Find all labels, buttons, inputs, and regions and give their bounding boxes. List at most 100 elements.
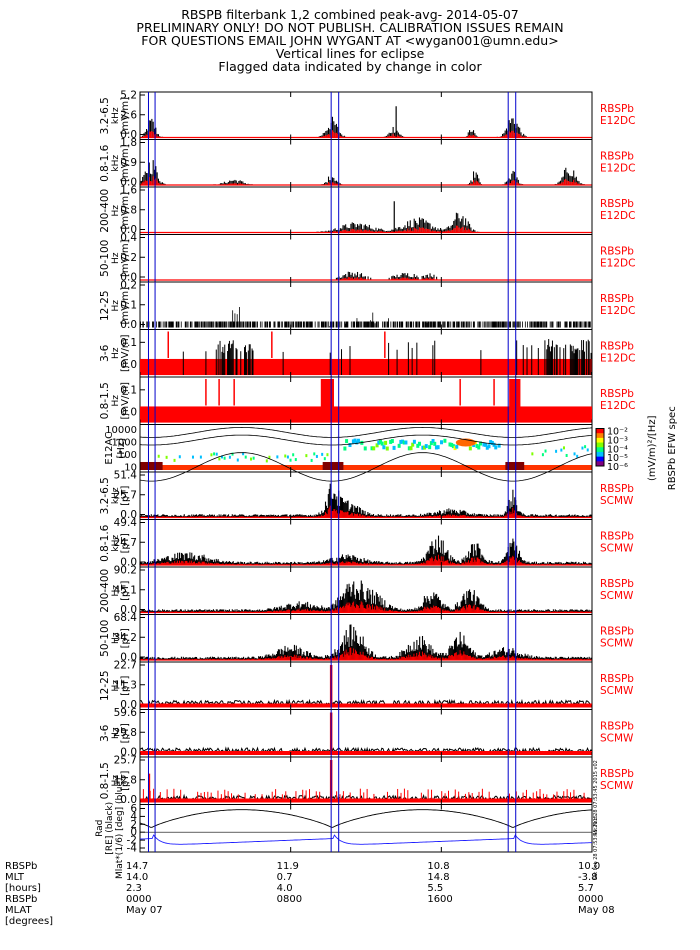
y-axis-qty: [mV/m] xyxy=(120,382,131,420)
spec-pixel xyxy=(236,458,239,462)
y-axis-band: 3-6 xyxy=(99,344,111,361)
spec-pixel xyxy=(429,441,433,446)
spec-pixel xyxy=(284,454,287,458)
y-axis-unit: kHz xyxy=(111,155,121,172)
spec-pixel xyxy=(581,446,584,450)
plot-header: RBSPB filterbank 1,2 combined peak-avg- … xyxy=(0,8,700,73)
colorbar-frame xyxy=(595,428,605,467)
y-axis-unit: Hz xyxy=(111,585,121,597)
colorbar-swatch xyxy=(596,451,604,458)
panel-label-probe: RBSPb xyxy=(600,625,634,637)
y-tick-label: 0.0 xyxy=(120,359,137,371)
panel-label-sensor: E12DC xyxy=(600,210,635,222)
colorbar-tick: 10⁻³ xyxy=(607,435,628,446)
y-tick-label: 45.1 xyxy=(114,584,137,596)
spec-pixel xyxy=(321,452,324,456)
y-axis-qty: [mV/m] xyxy=(120,334,131,372)
panel-label-sensor: E12DC xyxy=(600,352,635,364)
spec-pixel xyxy=(479,441,482,446)
y-axis-unit: Hz xyxy=(111,252,121,264)
spec-pixel xyxy=(165,455,168,459)
y-tick-label: 25.7 xyxy=(114,489,137,501)
colorbar-tick: 10⁻⁵ xyxy=(607,453,628,464)
y-tick-label: 0.1 xyxy=(120,337,137,349)
y-tick-label: 90.2 xyxy=(114,565,137,577)
y-axis-qty: [mV/m] xyxy=(120,287,131,325)
y-tick-label: 68.4 xyxy=(114,612,138,624)
y-axis-unit: Hz xyxy=(111,347,121,359)
spec-pixel xyxy=(390,438,394,443)
y-axis-unit: kHz xyxy=(111,107,121,124)
panel-label-probe: RBSPb xyxy=(600,530,634,542)
spec-pixel xyxy=(228,455,231,459)
spec-pixel xyxy=(531,452,534,456)
y-tick-label: 1.6 xyxy=(120,185,137,197)
spec-eclipse-band xyxy=(140,462,163,470)
spec-pixel xyxy=(402,440,406,445)
y-tick-label: 0.0 xyxy=(120,272,137,284)
spec-pixel xyxy=(294,458,297,462)
colorbar-swatch xyxy=(596,442,604,448)
spec-pixel xyxy=(384,440,388,445)
panel-label-sensor: SCMW xyxy=(600,637,634,649)
panel-label-probe: RBSPb xyxy=(600,150,634,162)
y-axis-band: 200-400 xyxy=(99,569,111,613)
spec-pixel xyxy=(213,452,216,456)
panel-frame xyxy=(139,234,593,283)
spec-pixel xyxy=(242,452,245,456)
spec-pixel xyxy=(586,448,589,452)
panel-label-sensor: E12DC xyxy=(600,400,635,412)
y-axis-unit: Hz xyxy=(111,395,121,407)
y-tick-label: 0.2 xyxy=(120,252,137,264)
y-tick-label: 100 xyxy=(118,450,137,461)
spec-pixel xyxy=(431,439,435,444)
panel-label-probe: RBSPb xyxy=(600,388,634,400)
spec-pixel xyxy=(436,445,440,450)
colorbar-tick: 10⁻² xyxy=(607,427,628,438)
y-axis-qty: [mV/m] xyxy=(120,97,131,135)
spec-pixel xyxy=(407,446,411,451)
y-tick-label: 0.9 xyxy=(120,157,137,169)
y-tick-label: 0.0 xyxy=(120,129,137,141)
spec-pixel xyxy=(375,443,379,448)
header-title: RBSPB filterbank 1,2 combined peak-avg- … xyxy=(181,7,519,22)
spec-pixel xyxy=(565,453,568,457)
spec-pixel xyxy=(468,446,472,451)
spec-pixel xyxy=(560,448,563,452)
spec-pixel xyxy=(448,442,452,447)
spec-pixel xyxy=(497,443,501,448)
spec-pixel xyxy=(443,438,447,443)
y-axis-unit: Hz xyxy=(111,300,121,312)
y-axis-qty: [pT] xyxy=(120,628,131,648)
spec-pixel xyxy=(343,446,347,451)
panel-frame xyxy=(139,91,593,140)
spec-pixel xyxy=(482,442,486,447)
y-tick-label: 10000 xyxy=(105,425,137,436)
y-axis-band: 50-100 xyxy=(99,620,111,657)
y-axis-qty: [mV/m] xyxy=(120,192,131,230)
y-axis-label: 0.8-1.5 Hz [mV/m] xyxy=(99,382,131,420)
y-axis-band: 0.8-1.5 xyxy=(99,382,111,419)
spec-pixel xyxy=(392,445,396,450)
y-axis-qty: [mV/m] xyxy=(120,144,131,182)
spec-pixel xyxy=(416,443,420,448)
y-axis-label: 200-400 Hz [pT] xyxy=(99,569,131,613)
panel-label-probe: RBSPb xyxy=(600,483,634,495)
colorbar-title: RBSPb EFW spec xyxy=(667,406,678,490)
colorbar-swatch xyxy=(596,437,604,444)
y-tick-label: 0.0 xyxy=(120,652,137,664)
y-axis-label: 3-6 Hz [mV/m] xyxy=(99,334,131,372)
spec-pixel xyxy=(315,454,318,458)
y-tick-label: 0.0 xyxy=(120,407,137,419)
spec-pixel xyxy=(380,441,384,446)
panel-label-sensor: E12DC xyxy=(600,162,635,174)
panel-label-sensor: SCMW xyxy=(600,590,634,602)
y-axis-title: E12AC xyxy=(104,432,115,465)
spec-pixel xyxy=(377,440,381,445)
y-axis-unit: kHz xyxy=(111,535,121,552)
y-axis-label: 3.2-6.5 kHz [pT] xyxy=(99,477,131,514)
spec-eclipse-band xyxy=(322,462,344,470)
